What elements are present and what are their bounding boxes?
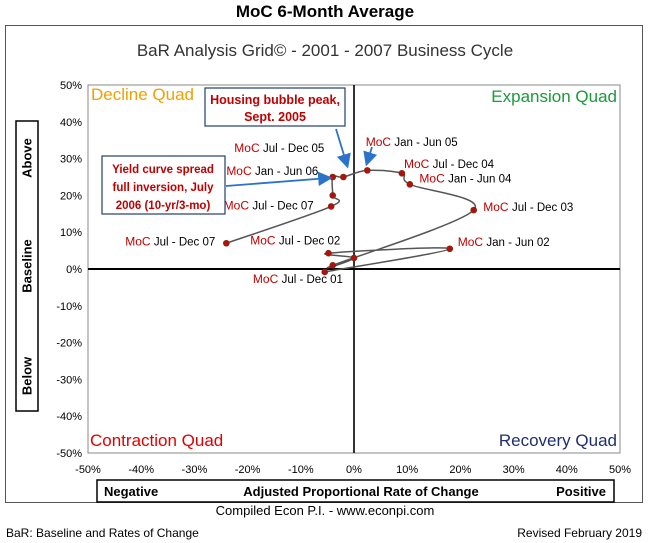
x-tick-label: 10% <box>396 464 418 476</box>
y-tick-label: 10% <box>60 227 82 239</box>
compiled-credit: Compiled Econ P.I. - www.econpi.com <box>215 503 435 518</box>
expansion-peak-arrow <box>363 146 378 167</box>
point-label: MoC Jan - Jun 04 <box>419 172 512 186</box>
y-tick-label: -40% <box>56 411 82 423</box>
data-point <box>470 206 478 214</box>
x-axis-positive-label: Positive <box>556 484 606 499</box>
data-point <box>340 173 347 181</box>
point-label: MoC Jan - Jun 06 <box>226 164 318 178</box>
x-tick-label: -50% <box>75 464 101 476</box>
y-tick-label: 0% <box>66 264 82 276</box>
x-axis-label-box <box>96 479 615 503</box>
y-axis-word-above: Above <box>20 138 35 178</box>
point-label: MoC Jul - Dec 04 <box>404 157 495 171</box>
point-label: MoC Jul - Dec 07 <box>224 198 314 212</box>
data-point <box>363 167 371 174</box>
callout-housing-text: Sept. 2005 <box>244 110 306 124</box>
x-tick-label: 50% <box>609 464 631 476</box>
data-point <box>325 249 332 257</box>
footer-bar-definition: BaR: Baseline and Rates of Change <box>6 526 199 540</box>
data-point <box>329 173 337 181</box>
chart-title: MoC 6-Month Average <box>235 2 415 21</box>
x-axis-negative-label: Negative <box>104 484 158 499</box>
y-tick-label: 40% <box>60 117 82 129</box>
data-point <box>327 203 335 210</box>
callout-yield-text: 2006 (10-yr/3-mo) <box>116 200 211 212</box>
quadrant-expansion-label: Expansion Quad <box>491 87 617 106</box>
x-tick-label: 20% <box>449 464 471 476</box>
y-axis-word-baseline: Baseline <box>20 239 35 292</box>
y-axis-word-below: Below <box>20 356 35 395</box>
data-point <box>329 262 337 269</box>
y-tick-label: -10% <box>56 301 82 313</box>
x-tick-label: -10% <box>288 464 314 476</box>
callout-yield-box <box>101 155 226 215</box>
x-tick-label: 0% <box>346 464 362 476</box>
y-axis-label-box <box>15 120 39 412</box>
callout-yield-text: full inversion, July <box>113 182 215 194</box>
data-point <box>223 239 230 247</box>
x-tick-label: -20% <box>235 464 261 476</box>
data-point <box>398 170 406 177</box>
point-label: MoC Jul - Dec 01 <box>253 272 343 286</box>
point-label: MoC Jul - Dec 02 <box>250 234 340 248</box>
bar-grid-plot: BaR Analysis Grid© - 2001 - 2007 Busines… <box>15 41 631 503</box>
point-label: MoC Jan - Jun 05 <box>366 135 458 149</box>
housing-arrow <box>335 128 351 169</box>
quadrant-decline-label: Decline Quad <box>91 85 194 104</box>
x-tick-label: -40% <box>128 464 154 476</box>
chart-subtitle: BaR Analysis Grid© - 2001 - 2007 Busines… <box>137 41 513 60</box>
y-tick-label: 50% <box>60 80 82 92</box>
data-point <box>329 192 337 199</box>
x-tick-label: -30% <box>182 464 208 476</box>
callout-yield-text: Yield curve spread <box>112 164 214 176</box>
data-point <box>350 254 358 262</box>
point-label: MoC Jan - Jun 02 <box>458 235 550 249</box>
y-tick-label: 20% <box>60 190 82 202</box>
callout-housing-box <box>204 87 346 127</box>
data-point <box>446 245 454 253</box>
yield-arrow <box>225 171 333 187</box>
point-label: MoC Jul - Dec 07 <box>125 234 215 248</box>
y-tick-label: 30% <box>60 154 82 166</box>
callout-housing-text: Housing bubble peak, <box>210 93 340 107</box>
data-point <box>321 268 329 276</box>
footer-revised-date: Revised February 2019 <box>517 526 642 540</box>
y-tick-label: -50% <box>56 448 82 460</box>
point-label: MoC Jul - Dec 03 <box>483 200 573 214</box>
x-axis-title: Adjusted Proportional Rate of Change <box>243 484 478 499</box>
x-tick-label: 40% <box>556 464 578 476</box>
chart-frame: BaR Analysis Grid© - 2001 - 2007 Busines… <box>5 25 643 503</box>
quadrant-recovery-label: Recovery Quad <box>499 431 617 450</box>
data-point <box>406 181 414 188</box>
y-tick-label: -30% <box>56 374 82 386</box>
y-tick-label: -20% <box>56 338 82 350</box>
quadrant-contraction-label: Contraction Quad <box>90 431 223 450</box>
x-tick-label: 30% <box>503 464 525 476</box>
point-label: MoC Jul - Dec 05 <box>234 141 324 155</box>
